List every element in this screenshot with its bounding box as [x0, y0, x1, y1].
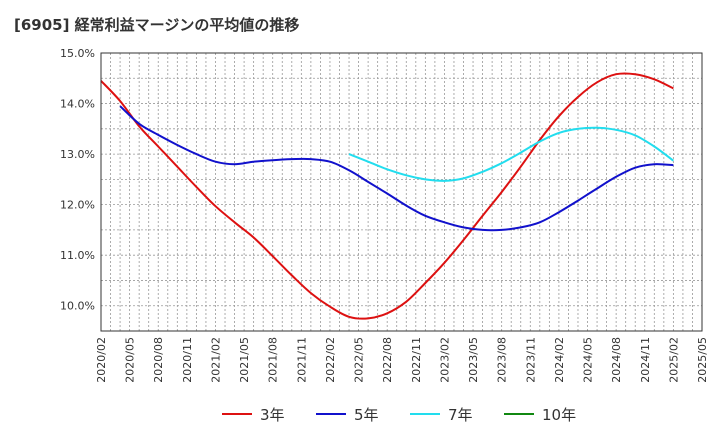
legend: 3年 5年 7年 10年 — [0, 402, 720, 426]
x-tick-label: 2020/05 — [124, 337, 137, 383]
x-tick-label: 2021/11 — [295, 337, 308, 383]
legend-swatch — [410, 413, 440, 415]
x-tick-label: 2021/02 — [209, 337, 222, 383]
legend-item: 3年 — [222, 402, 285, 426]
legend-swatch — [504, 413, 534, 415]
x-tick-label: 2024/11 — [639, 337, 652, 383]
legend-swatch — [222, 413, 252, 415]
x-tick-label: 2024/08 — [610, 337, 623, 383]
x-tick-label: 2020/08 — [152, 337, 165, 383]
x-tick-label: 2020/11 — [181, 337, 194, 383]
x-tick-label: 2023/02 — [438, 337, 451, 383]
x-tick-label: 2024/02 — [553, 337, 566, 383]
legend-label: 5年 — [354, 405, 379, 424]
series-line-1 — [100, 72, 674, 320]
x-tick-label: 2022/11 — [410, 337, 423, 383]
x-axis-tick-labels: 2020/02 2020/05 2020/08 2020/11 2021/02 2021/… — [95, 337, 709, 383]
x-tick-label: 2024/05 — [582, 337, 595, 383]
y-tick-label: 11.0% — [60, 249, 95, 262]
x-tick-label: 2023/05 — [467, 337, 480, 383]
legend-label: 7年 — [448, 405, 473, 424]
series-line-3 — [348, 126, 675, 182]
plot-frame — [100, 52, 703, 332]
legend-swatch — [316, 413, 346, 415]
legend-item: 7年 — [410, 402, 473, 426]
series-lines — [100, 72, 675, 320]
y-tick-label: 15.0% — [60, 47, 95, 60]
y-tick-label: 14.0% — [60, 98, 95, 111]
x-tick-label: 2022/08 — [381, 337, 394, 383]
legend-item: 10年 — [504, 402, 576, 426]
x-tick-label: 2023/08 — [496, 337, 509, 383]
y-tick-label: 13.0% — [60, 148, 95, 161]
y-tick-label: 12.0% — [60, 199, 95, 212]
x-tick-label: 2021/08 — [267, 337, 280, 383]
series-line-2 — [119, 105, 674, 232]
x-tick-label: 2022/02 — [324, 337, 337, 383]
legend-label: 10年 — [542, 405, 577, 424]
grid-lines — [101, 53, 702, 331]
x-tick-label: 2025/02 — [667, 337, 680, 383]
chart-title: [6905] 経常利益マージンの平均値の推移 — [14, 16, 300, 34]
legend-item: 5年 — [316, 402, 379, 426]
x-tick-label: 2025/05 — [696, 337, 709, 383]
x-tick-label: 2023/11 — [524, 337, 537, 383]
x-tick-label: 2020/02 — [95, 337, 108, 383]
x-tick-label: 2022/05 — [353, 337, 366, 383]
x-tick-label: 2021/05 — [238, 337, 251, 383]
y-tick-label: 10.0% — [60, 300, 95, 313]
y-axis-tick-labels: 10.0% 11.0% 12.0% 13.0% 14.0% 15.0% — [60, 47, 95, 313]
legend-label: 3年 — [260, 405, 285, 424]
